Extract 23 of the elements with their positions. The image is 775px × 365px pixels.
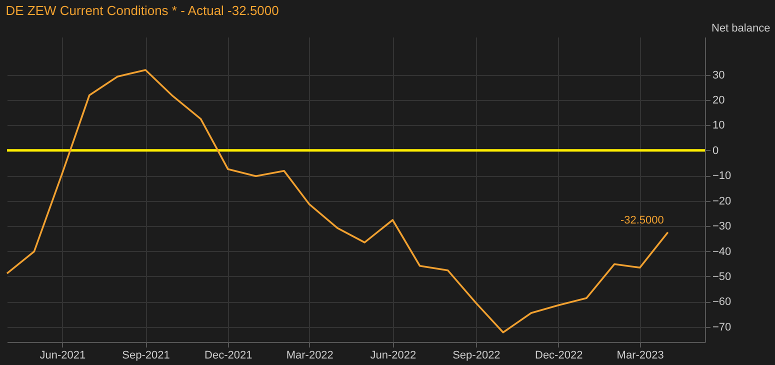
y-tick-label: 10 [712, 120, 725, 132]
chart-title: DE ZEW Current Conditions * - Actual -32.5000 [6, 3, 279, 18]
x-tick-label: Sep-2022 [452, 350, 500, 362]
x-tick-label: Sep-2021 [122, 350, 170, 362]
y-tick-label: −30 [712, 220, 732, 233]
y-tick-label: −10 [712, 170, 732, 182]
y-axis-title: Net balance [712, 22, 770, 34]
line-series [6, 69, 669, 334]
y-tick-label: −60 [712, 296, 732, 308]
y-tick-label: 30 [712, 69, 725, 82]
y-tick-label: −20 [712, 195, 732, 208]
y-tick-label: 0 [712, 144, 719, 157]
x-tick-label: Dec-2022 [534, 350, 583, 362]
y-tick-label: 20 [712, 94, 725, 107]
x-tick-label: Jun-2022 [370, 350, 416, 362]
y-tick-label: −50 [712, 270, 732, 283]
x-tick-label: Jun-2021 [40, 350, 86, 362]
y-tick-label: −70 [712, 321, 732, 334]
y-tick-label: −40 [712, 246, 732, 258]
annotation: -32.5000 [620, 214, 664, 226]
x-tick-label: Mar-2022 [286, 350, 334, 362]
x-tick-label: Dec-2021 [204, 350, 252, 362]
x-tick-label: Mar-2023 [616, 350, 664, 362]
